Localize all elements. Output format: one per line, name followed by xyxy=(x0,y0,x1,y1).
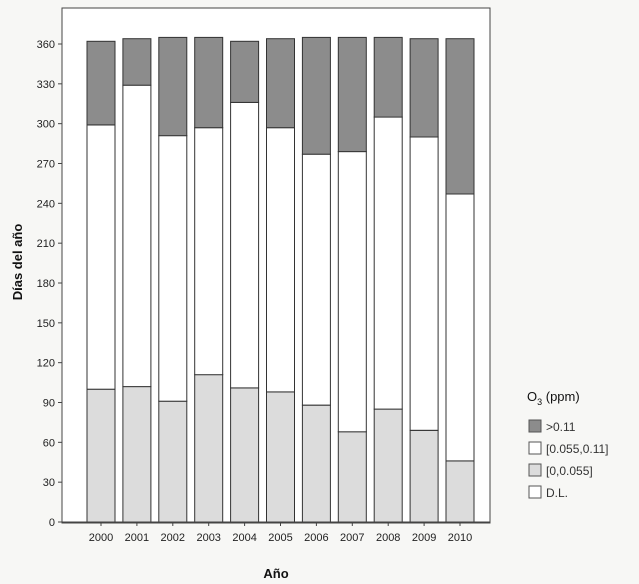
bar-segment-2005-s3 xyxy=(266,38,295,129)
legend-swatch-3 xyxy=(528,485,542,499)
y-tick-label-90: 90 xyxy=(43,398,55,410)
y-tick-label-360: 360 xyxy=(37,39,55,51)
bar-segment-2004-s2 xyxy=(230,101,260,389)
legend-swatch-1 xyxy=(528,441,542,455)
bar-segment-2007-s1 xyxy=(337,431,367,523)
y-tick-label-180: 180 xyxy=(37,278,55,290)
y-tick-label-30: 30 xyxy=(43,477,55,489)
y-tick-label-210: 210 xyxy=(37,238,55,250)
x-tick-label-2007: 2007 xyxy=(340,532,364,544)
legend-title-main: O xyxy=(527,389,537,404)
y-tick-label-120: 120 xyxy=(37,358,55,370)
legend-title-subscript: 3 xyxy=(537,397,542,407)
x-axis-title: Año xyxy=(263,566,288,581)
legend-title-suffix: (ppm) xyxy=(542,389,580,404)
y-axis-title: Días del año xyxy=(10,224,25,301)
legend-swatch-0 xyxy=(528,419,542,433)
x-tick-label-2010: 2010 xyxy=(448,532,472,544)
bar-segment-2010-s3 xyxy=(445,38,475,195)
bar-segment-2006-s2 xyxy=(301,153,331,406)
y-tick-label-150: 150 xyxy=(37,318,55,330)
bar-segment-2003-s2 xyxy=(194,127,224,376)
bar-segment-2007-s2 xyxy=(337,151,367,433)
bar-segment-2005-s2 xyxy=(266,127,295,393)
bar-segment-2008-s3 xyxy=(373,36,403,118)
bar-segment-2002-s1 xyxy=(158,400,188,523)
bar-segment-2004-s3 xyxy=(230,40,260,103)
bar-segment-2006-s3 xyxy=(301,36,331,155)
x-axis: 2000 2001 2002 2003 2004 2005 2006 2007 2008 2009… xyxy=(62,521,490,544)
x-tick-label-2009: 2009 xyxy=(412,532,436,544)
x-tick-label-2004: 2004 xyxy=(232,532,256,544)
y-axis: 0 30 60 90 120 150 180 210 240 270 300 330 360 xyxy=(37,8,63,529)
bar-segment-2003-s1 xyxy=(194,374,224,523)
bar-segment-2007-s3 xyxy=(337,36,367,153)
bar-segment-2000-s2 xyxy=(86,124,116,390)
bar-segment-2003-s3 xyxy=(194,36,224,129)
x-tick-label-2006: 2006 xyxy=(304,532,328,544)
bar-segment-2000-s1 xyxy=(86,388,116,523)
bar-segment-2009-s1 xyxy=(409,429,439,523)
bar-segment-2001-s1 xyxy=(122,386,152,523)
y-tick-label-0: 0 xyxy=(49,517,55,529)
bar-segment-2010-s1 xyxy=(445,460,475,523)
bar-segment-2010-s2 xyxy=(445,193,475,462)
legend-label-0: >0.11 xyxy=(546,420,576,434)
y-tick-label-330: 330 xyxy=(37,79,55,91)
x-tick-label-2005: 2005 xyxy=(268,532,292,544)
x-tick-label-2008: 2008 xyxy=(376,532,400,544)
x-tick-label-2001: 2001 xyxy=(125,532,149,544)
legend: O3 (ppm) >0.11 [0.055,0.11] [0,0.055] D.L. xyxy=(527,389,609,500)
legend-label-1: [0.055,0.11] xyxy=(546,442,609,456)
y-tick-label-270: 270 xyxy=(37,159,55,171)
bar-segment-2009-s2 xyxy=(409,136,439,431)
legend-swatch-2 xyxy=(528,463,542,477)
bar-segment-2005-s1 xyxy=(266,391,295,523)
bar-segment-2008-s1 xyxy=(373,408,403,523)
x-tick-label-2003: 2003 xyxy=(196,532,220,544)
bar-segment-2001-s3 xyxy=(122,38,152,86)
bar-segment-2006-s1 xyxy=(301,404,331,523)
bar-segment-2009-s3 xyxy=(409,38,439,138)
legend-label-2: [0,0.055] xyxy=(546,464,593,478)
y-tick-label-240: 240 xyxy=(37,198,55,210)
bar-segment-2002-s2 xyxy=(158,135,188,402)
bar-segment-2008-s2 xyxy=(373,116,403,410)
x-tick-label-2000: 2000 xyxy=(89,532,113,544)
bar-segment-2004-s1 xyxy=(230,387,260,523)
bar-segment-2002-s3 xyxy=(158,36,188,137)
bar-group xyxy=(86,36,475,523)
y-tick-label-300: 300 xyxy=(37,119,55,131)
y-tick-label-60: 60 xyxy=(43,437,55,449)
legend-label-3: D.L. xyxy=(546,486,568,500)
bar-segment-2001-s2 xyxy=(122,84,152,388)
x-tick-label-2002: 2002 xyxy=(161,532,185,544)
bar-segment-2000-s3 xyxy=(86,40,116,126)
legend-title: O3 (ppm) xyxy=(527,389,580,407)
